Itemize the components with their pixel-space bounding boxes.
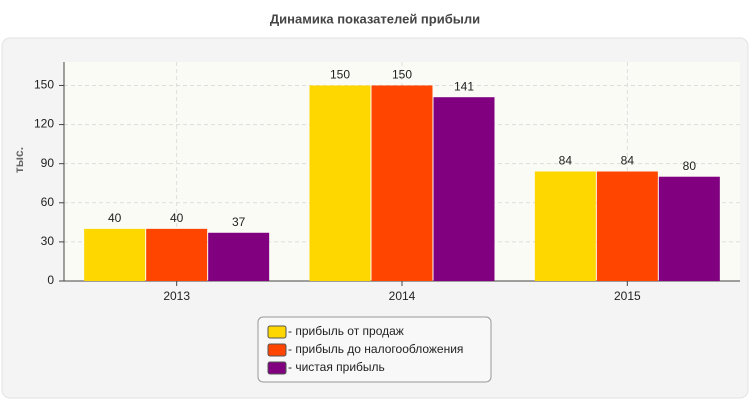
legend-label: - прибыль до налогообложения — [288, 342, 463, 356]
bar — [658, 176, 720, 281]
data-label: 150 — [330, 68, 350, 82]
bar — [596, 171, 658, 281]
legend-swatch — [267, 361, 287, 375]
bar — [208, 232, 270, 281]
y-tick-label: 0 — [47, 273, 54, 287]
y-tick-label: 120 — [34, 117, 54, 131]
x-tick-label: 2013 — [163, 289, 190, 303]
y-tick-label: 90 — [41, 156, 55, 170]
x-tick-label: 2015 — [614, 289, 641, 303]
y-axis-label: тыс. — [12, 147, 26, 173]
chart-title: Динамика показателей прибыли — [270, 11, 480, 26]
data-label: 141 — [454, 79, 474, 93]
bar — [309, 85, 371, 281]
y-tick-label: 150 — [34, 78, 54, 92]
data-label: 84 — [621, 154, 635, 168]
bar — [534, 171, 596, 281]
legend-label: - чистая прибыль — [288, 360, 385, 374]
y-tick-label: 30 — [41, 234, 55, 248]
bar — [146, 228, 208, 281]
data-label: 80 — [683, 159, 697, 173]
legend-swatch — [267, 343, 287, 357]
legend — [257, 316, 492, 383]
data-label: 40 — [170, 211, 184, 225]
bar — [433, 97, 495, 281]
data-label: 150 — [392, 68, 412, 82]
data-label: 84 — [559, 154, 573, 168]
legend-swatch — [267, 325, 287, 339]
bar — [371, 85, 433, 281]
legend-label: - прибыль от продаж — [288, 324, 404, 338]
x-tick-label: 2014 — [389, 289, 416, 303]
data-label: 40 — [108, 211, 122, 225]
bar — [84, 228, 146, 281]
data-label: 37 — [232, 215, 246, 229]
y-tick-label: 60 — [41, 195, 55, 209]
